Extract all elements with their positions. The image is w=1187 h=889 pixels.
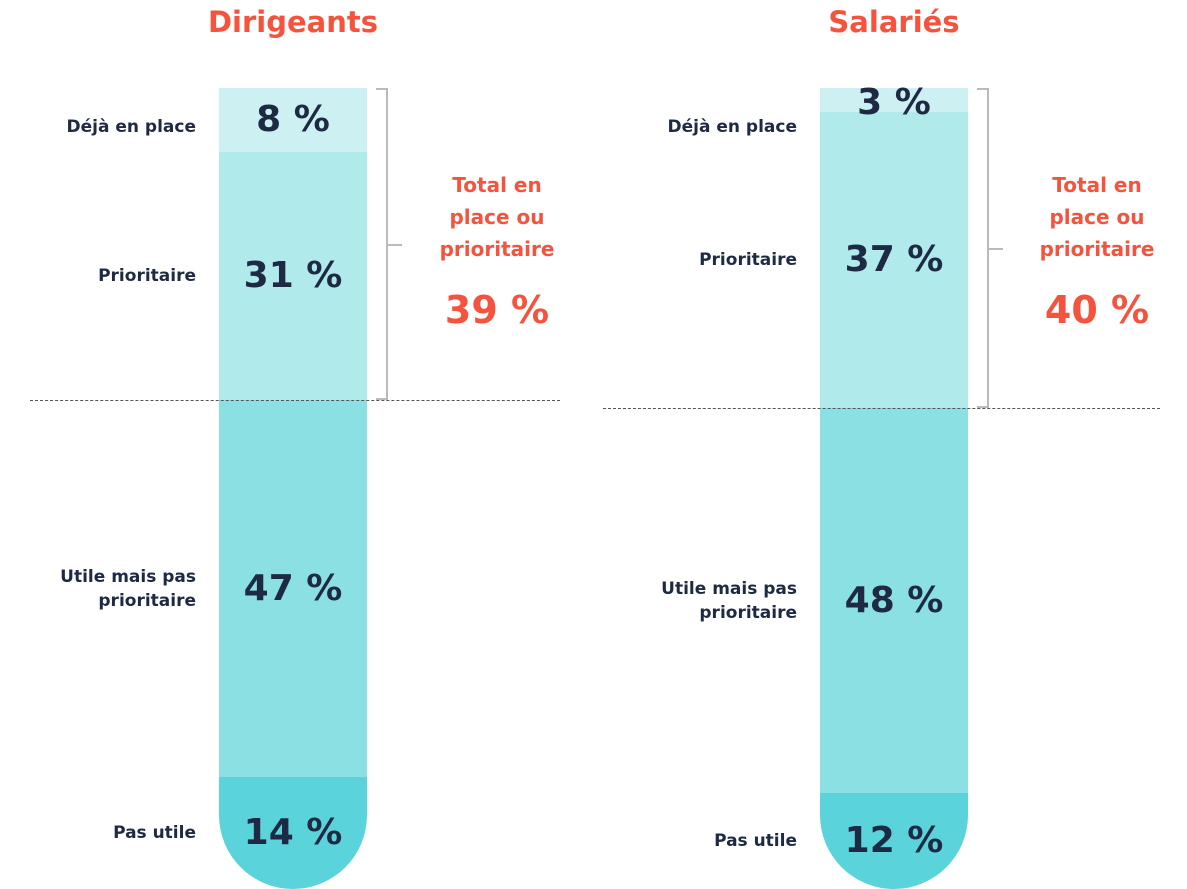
bar-segment — [820, 408, 968, 793]
bar-segment — [820, 112, 968, 409]
chart-title: Dirigeants — [207, 5, 379, 39]
value-label: 48 % — [844, 579, 944, 621]
value-label: 37 % — [844, 239, 944, 281]
bar-segment — [219, 400, 367, 777]
divider — [603, 408, 1160, 410]
bar-segment — [219, 88, 367, 153]
bracket — [977, 88, 989, 409]
category-label: Prioritaire — [699, 250, 797, 271]
value-label: 14 % — [243, 811, 343, 853]
value-label: 12 % — [844, 819, 944, 861]
divider — [30, 400, 560, 402]
annotation: Total en place ou prioritaire — [1039, 173, 1155, 261]
category-label: Pas utile — [113, 822, 196, 843]
bracket — [376, 88, 388, 401]
category-label: Pas utile — [714, 830, 797, 851]
category-label: Utile mais pas prioritaire — [60, 566, 196, 611]
category-label: Déjà en place — [66, 117, 196, 137]
annotation: Total en place ou prioritaire — [439, 173, 555, 261]
category-label: Prioritaire — [98, 266, 196, 287]
bar-segment — [820, 88, 968, 113]
chart-title: Salariés — [828, 5, 960, 39]
bar-segment — [219, 152, 367, 401]
bracket-tick — [388, 244, 402, 247]
value-label: 47 % — [243, 567, 343, 609]
value-label: 31 % — [243, 255, 343, 297]
total-label: 39 % — [444, 288, 550, 332]
category-label: Utile mais pas prioritaire — [661, 578, 797, 623]
category-label: Déjà en place — [667, 117, 797, 137]
bracket-tick — [989, 248, 1003, 251]
value-label: 8 % — [256, 99, 330, 141]
value-label: 3 % — [857, 82, 931, 123]
total-label: 40 % — [1044, 288, 1150, 332]
